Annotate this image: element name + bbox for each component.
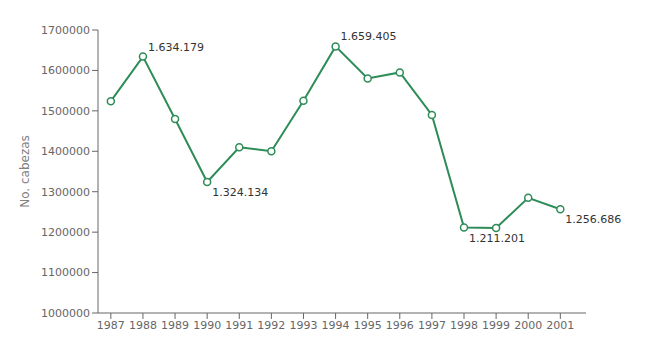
svg-text:1200000: 1200000 [41,226,90,239]
svg-text:2000: 2000 [514,319,542,332]
svg-text:No. cabezas: No. cabezas [18,135,32,208]
svg-text:1999: 1999 [482,319,510,332]
svg-text:1.324.134: 1.324.134 [212,186,268,199]
svg-text:2001: 2001 [546,319,574,332]
svg-text:1000000: 1000000 [41,307,90,320]
svg-text:1.211.201: 1.211.201 [469,232,525,245]
svg-text:1988: 1988 [129,319,157,332]
svg-text:1.659.405: 1.659.405 [341,30,397,43]
svg-text:1600000: 1600000 [41,64,90,77]
svg-text:1.256.686: 1.256.686 [565,213,621,226]
svg-text:1991: 1991 [225,319,253,332]
svg-text:1.634.179: 1.634.179 [148,41,204,54]
svg-text:1997: 1997 [418,319,446,332]
svg-text:1100000: 1100000 [41,266,90,279]
svg-text:1992: 1992 [257,319,285,332]
svg-text:1996: 1996 [386,319,414,332]
svg-text:1500000: 1500000 [41,105,90,118]
svg-text:1989: 1989 [161,319,189,332]
svg-text:1990: 1990 [193,319,221,332]
svg-text:1700000: 1700000 [41,24,90,37]
svg-text:1987: 1987 [97,319,125,332]
svg-text:1300000: 1300000 [41,186,90,199]
svg-text:1994: 1994 [322,319,350,332]
svg-text:1993: 1993 [289,319,317,332]
svg-text:1400000: 1400000 [41,145,90,158]
svg-text:1995: 1995 [354,319,382,332]
svg-text:1998: 1998 [450,319,478,332]
